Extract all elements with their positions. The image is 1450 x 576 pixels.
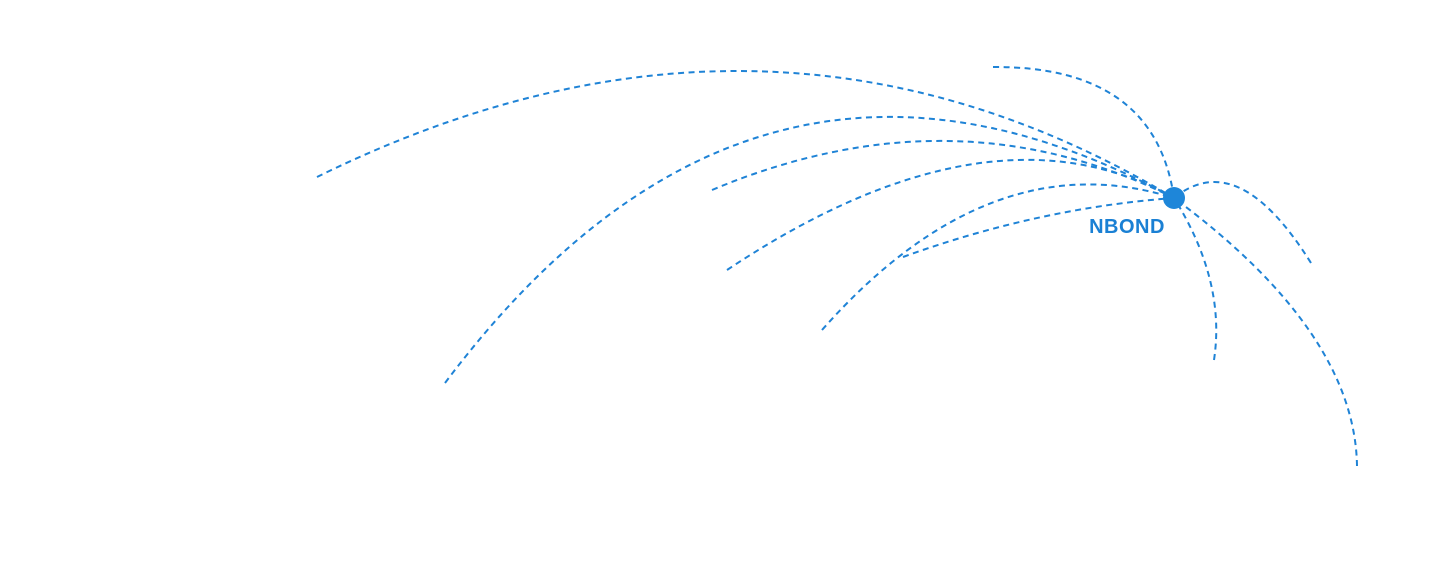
edge-deep-left bbox=[444, 115, 1175, 384]
edge-flat-left bbox=[902, 197, 1175, 258]
node-label-nbond: NBOND bbox=[1089, 216, 1165, 238]
graph-node-nbond[interactable] bbox=[1163, 187, 1185, 209]
edge-down-right bbox=[1173, 197, 1358, 467]
edge-top bbox=[992, 65, 1175, 199]
edge-mid-left bbox=[726, 158, 1175, 271]
edges-layer bbox=[316, 65, 1358, 467]
edge-right-arc bbox=[1173, 181, 1312, 264]
edge-low-left bbox=[821, 183, 1175, 331]
edge-far-left bbox=[316, 70, 1175, 199]
edge-down bbox=[1173, 197, 1218, 361]
